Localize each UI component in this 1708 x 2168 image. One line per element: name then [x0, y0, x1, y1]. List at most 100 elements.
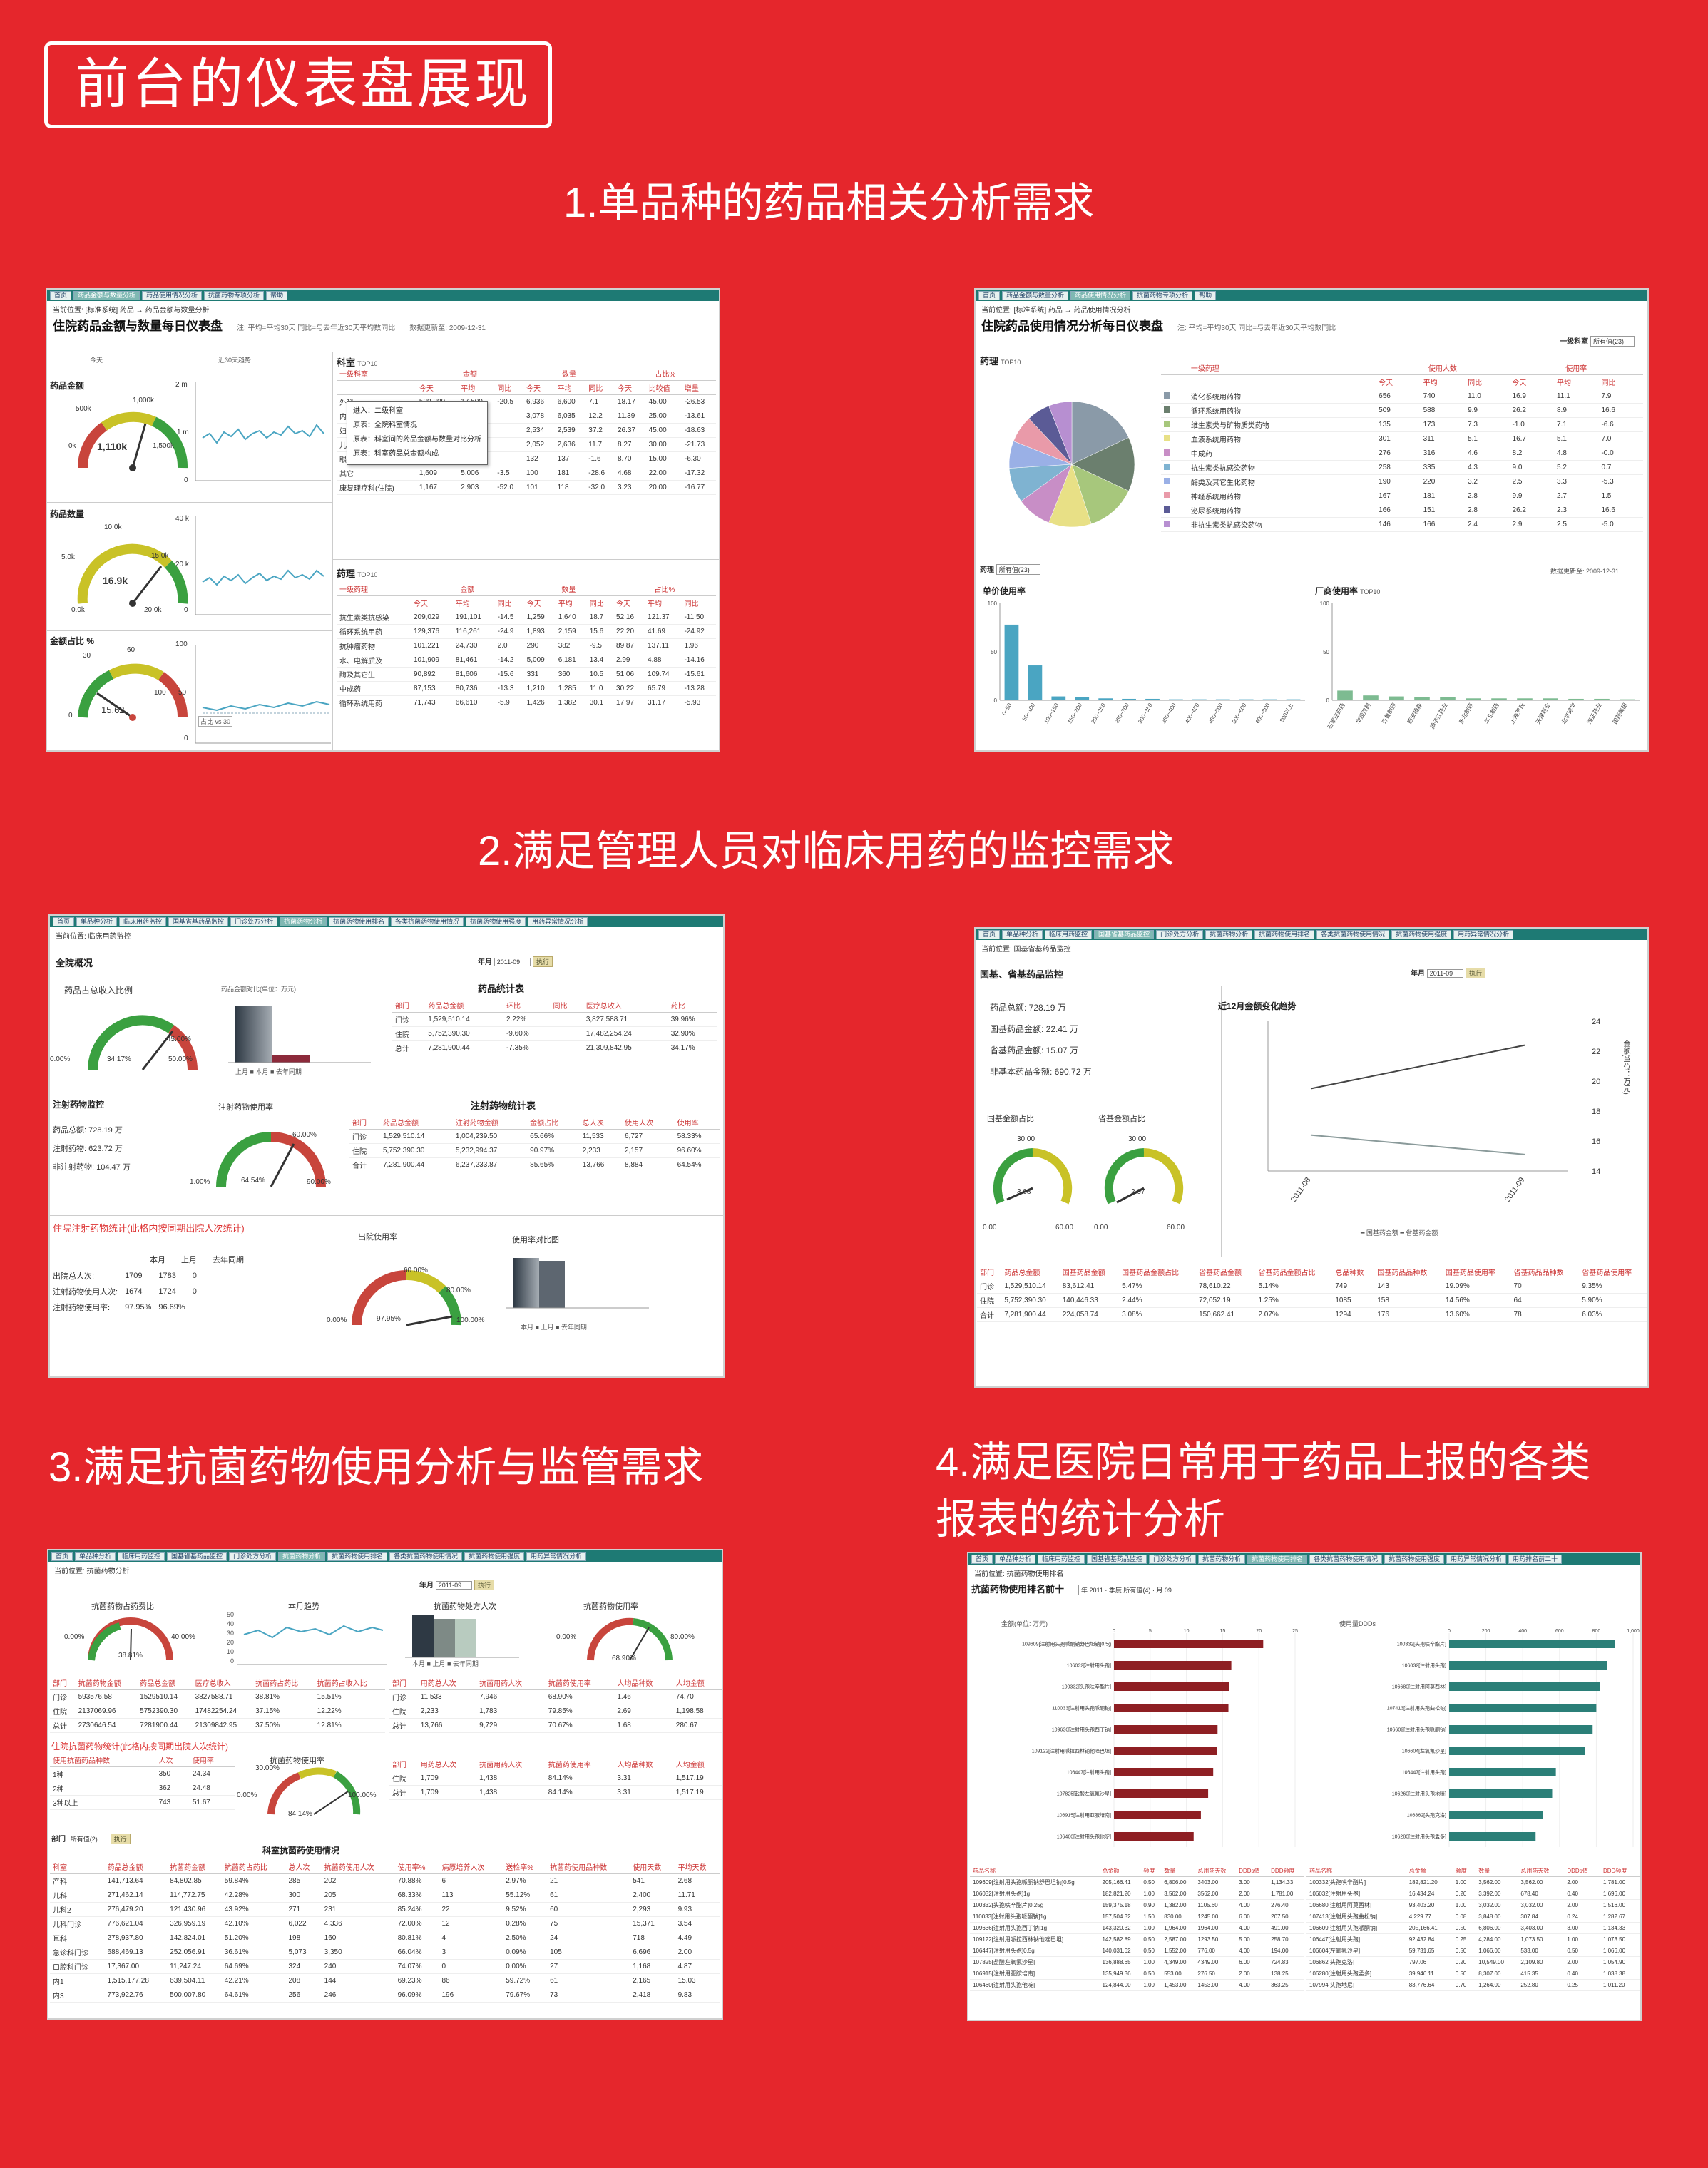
category-label: 106447[注射用头孢] [1402, 1769, 1446, 1775]
table-row: 110033[注射用头孢哌酮钠]1g 157,504.32 1.50 830.00 12… [970, 1911, 1304, 1923]
ratio-tick-1: 30 [83, 652, 91, 660]
tab-7[interactable]: 各类抗菌药物使用情况 [1316, 929, 1390, 939]
page-title: 前台的仪表盘展现 [44, 41, 552, 128]
tab-0[interactable]: 首页 [51, 1551, 73, 1561]
tab-1[interactable]: 单品种分析 [76, 916, 118, 926]
tab-3[interactable]: 国基省基药品监控 [167, 1551, 227, 1561]
menu-item-compare[interactable]: 原表：科室间的药品金额与数量对比分析 [353, 436, 481, 444]
breadcrumb: 当前位置: [标准系统] 药品 → 药品金额与数量分析 [53, 307, 210, 315]
tab-amount[interactable]: 药品金额与数量分析 [73, 290, 140, 300]
tab-8[interactable]: 抗菌药物使用强度 [1391, 929, 1452, 939]
tab-5[interactable]: 抗菌药物分析 [1198, 1554, 1246, 1564]
table-row: 合计 7,281,900.44 6,237,233.87 85.65% 13,766 8,… [349, 1157, 720, 1172]
tab-3[interactable]: 国基省基药品监控 [1094, 929, 1155, 939]
tab-usage[interactable]: 药品使用情况分析 [1070, 290, 1131, 300]
tab-10[interactable]: 用药排名前二十 [1508, 1554, 1563, 1564]
drug-filter-select[interactable]: 所有值(23) [996, 564, 1040, 575]
tab-home[interactable]: 首页 [50, 290, 72, 300]
tab-0[interactable]: 首页 [53, 916, 75, 926]
tab-7[interactable]: 各类抗菌药物使用情况 [389, 1551, 463, 1561]
tab-6[interactable]: 抗菌药物使用排名 [1254, 929, 1315, 939]
income-ratio-gauge [88, 1015, 198, 1070]
run-button[interactable]: 执行 [1465, 968, 1485, 978]
inj-line-2: 注射药物: 623.72 万 [53, 1145, 123, 1153]
tab-home[interactable]: 首页 [978, 290, 1001, 300]
tab-7[interactable]: 各类抗菌药物使用情况 [1309, 1554, 1383, 1564]
table-row: 水、电解质及 101,909 81,461 -14.2 5,009 6,181 13.4 2.… [337, 653, 716, 668]
ranking-title: 抗菌药物使用排名前十 [971, 1584, 1065, 1595]
tab-1[interactable]: 单品种分析 [995, 1554, 1036, 1564]
tab-8[interactable]: 抗菌药物使用强度 [466, 916, 526, 926]
tab-3[interactable]: 国基省基药品监控 [168, 916, 229, 926]
tab-2[interactable]: 临床用药监控 [118, 1551, 165, 1561]
tab-usage[interactable]: 药品使用情况分析 [142, 290, 203, 300]
tab-5[interactable]: 抗菌药物分析 [278, 1551, 326, 1561]
tab-help[interactable]: 帮助 [266, 290, 288, 300]
menu-item-drill[interactable]: 进入：二级科室 [353, 407, 403, 415]
category-label: 106280[注射用头孢孟多] [1392, 1833, 1446, 1839]
run-button[interactable]: 执行 [532, 956, 553, 967]
tab-1[interactable]: 单品种分析 [1002, 929, 1043, 939]
y-tick-label: 22 [1592, 1048, 1600, 1056]
tab-3[interactable]: 国基省基药品监控 [1087, 1554, 1147, 1564]
tab-8[interactable]: 抗菌药物使用强度 [464, 1551, 525, 1561]
quantity-ytick-1: 20 k [175, 561, 189, 568]
table-row: 106915[注射用亚胺培南] 135,949.36 0.50 553.00 276.5… [970, 1968, 1304, 1980]
inj-stats-rows: 门诊 1,529,510.14 1,004,239.50 65.66% 11,533 6,… [349, 1129, 720, 1172]
inpatient-kind-table: 使用抗菌药品种数 人次 使用率 1种 350 24.34 2种 362 24.48 3种以上 74… [50, 1753, 235, 1810]
x-tick-label: 600~800 [1254, 702, 1272, 725]
pie-slice[interactable] [1048, 401, 1073, 465]
pharm-pie-chart [1008, 401, 1135, 528]
tab-9[interactable]: 用药异常情况分析 [528, 916, 588, 926]
income-tick-2: 50.00% [168, 1055, 193, 1063]
tab-1[interactable]: 单品种分析 [75, 1551, 116, 1561]
tab-5[interactable]: 抗菌药物分析 [1205, 929, 1253, 939]
tab-0[interactable]: 首页 [978, 929, 1001, 939]
dept-run-button[interactable]: 执行 [110, 1834, 131, 1844]
tab-help[interactable]: 帮助 [1195, 290, 1217, 300]
year-select[interactable]: 2011-09 [1426, 969, 1464, 978]
tab-7[interactable]: 各类抗菌药物使用情况 [391, 916, 464, 926]
year-select[interactable]: 2011-09 [494, 958, 531, 966]
tab-6[interactable]: 抗菌药物使用排名 [329, 916, 389, 926]
tab-4[interactable]: 门诊处方分析 [230, 916, 278, 926]
tab-amount[interactable]: 药品金额与数量分析 [1002, 290, 1069, 300]
table-row: 抗肿瘤药物 101,221 24,730 2.0 290 382 -9.5 89.87 137.… [337, 638, 716, 653]
tab-9[interactable]: 用药异常情况分析 [526, 1551, 587, 1561]
tab-8[interactable]: 抗菌药物使用强度 [1384, 1554, 1445, 1564]
run-button[interactable]: 执行 [474, 1580, 494, 1590]
pie-slice[interactable] [1071, 437, 1135, 491]
tab-6[interactable]: 抗菌药物使用排名 [327, 1551, 388, 1561]
tab-4[interactable]: 门诊处方分析 [1156, 929, 1204, 939]
menu-item-composition[interactable]: 原表：科室药品总金额构成 [353, 450, 439, 458]
amount-value: 1,110k [97, 441, 128, 452]
tab-6[interactable]: 抗菌药物使用排名 [1247, 1554, 1308, 1564]
tab-4[interactable]: 门诊处方分析 [1149, 1554, 1197, 1564]
tab-antibiotic[interactable]: 抗菌药物专项分析 [204, 290, 265, 300]
screenshot-antibiotic-ranking: 首页 单品种分析 临床用药监控 国基省基药品监控 门诊处方分析 抗菌药物分析 抗菌药物使用排… [967, 1552, 1642, 2021]
tab-5[interactable]: 抗菌药物分析 [280, 916, 327, 926]
tab-9[interactable]: 用药异常情况分析 [1446, 1554, 1507, 1564]
dept-filter-select[interactable]: 所有值(23) [1590, 336, 1635, 347]
menu-item-all-dept[interactable]: 原表：全院科室情况 [353, 421, 417, 429]
tab-2[interactable]: 临床用药监控 [1045, 929, 1093, 939]
x-tick-label: 国药集团 [1611, 702, 1629, 725]
year-select[interactable]: 2011-09 [435, 1581, 473, 1590]
tab-antibiotic[interactable]: 抗菌药物专项分析 [1132, 290, 1193, 300]
tab-2[interactable]: 临床用药监控 [1038, 1554, 1085, 1564]
tab-4[interactable]: 门诊处方分析 [229, 1551, 277, 1561]
x-tick-label: 50~100 [1021, 702, 1037, 722]
dept-select[interactable]: 所有值(2) [67, 1834, 108, 1844]
table-row: 住院 1,709 1,438 84.14% 3.31 1,517.19 [389, 1771, 722, 1786]
quantity-tick-0: 0.0k [71, 606, 85, 614]
table-row: 1种 350 24.34 [50, 1766, 235, 1781]
dashboard-title: 住院药品使用情况分析每日仪表盘 [981, 319, 1163, 333]
pie-slice[interactable] [1071, 401, 1129, 465]
tab-0[interactable]: 首页 [971, 1554, 993, 1564]
drug-rows: 抗生素类抗感染 209,029 191,101 -14.5 1,259 1,640 18.7… [337, 610, 716, 710]
pie-slice[interactable] [1071, 464, 1129, 525]
tab-9[interactable]: 用药异常情况分析 [1453, 929, 1514, 939]
table-row: 100332[头孢呋辛酯片] 182,821.20 1.00 3,562.00 3,56… [1306, 1876, 1640, 1888]
period-filter[interactable]: 年 2011 · 季度 所有值(4) · 月 09 [1078, 1585, 1182, 1595]
tab-2[interactable]: 临床用药监控 [119, 916, 167, 926]
